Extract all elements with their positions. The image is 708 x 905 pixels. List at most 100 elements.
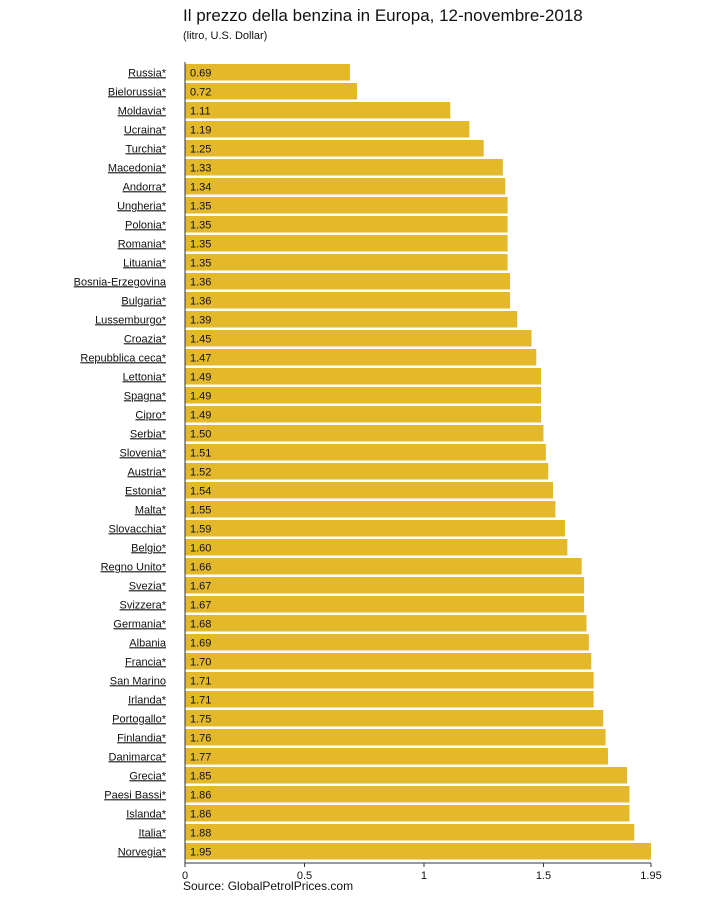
category-label-26: Regno Unito* xyxy=(101,561,167,573)
x-tick-label-3: 1.5 xyxy=(536,870,551,882)
category-label-0: Russia* xyxy=(128,67,167,79)
value-label-24: 1.59 xyxy=(190,523,211,535)
category-label-4: Turchia* xyxy=(125,143,166,155)
category-label-1: Bielorussia* xyxy=(108,86,167,98)
category-label-25: Belgio* xyxy=(131,542,167,554)
x-tick-label-0: 0 xyxy=(182,870,188,882)
bar-13 xyxy=(185,311,518,328)
bar-21 xyxy=(185,463,549,480)
bar-6 xyxy=(185,178,506,195)
value-label-16: 1.49 xyxy=(190,371,211,383)
category-label-29: Germania* xyxy=(113,618,166,630)
bar-36 xyxy=(185,748,608,765)
category-label-35: Finlandia* xyxy=(117,732,167,744)
bar-19 xyxy=(185,425,544,442)
value-label-0: 0.69 xyxy=(190,67,211,79)
value-label-17: 1.49 xyxy=(190,390,211,402)
labels-layer: 0.69 Russia* 0.72 Bielorussia* 1.11 Moldavia*… xyxy=(74,67,212,858)
value-label-22: 1.54 xyxy=(190,485,211,497)
value-label-25: 1.60 xyxy=(190,542,211,554)
bar-23 xyxy=(185,501,556,518)
value-label-27: 1.67 xyxy=(190,580,211,592)
category-label-32: San Marino xyxy=(110,675,166,687)
bar-26 xyxy=(185,558,582,575)
category-label-7: Ungheria* xyxy=(117,200,167,212)
bar-29 xyxy=(185,615,587,632)
category-label-31: Francia* xyxy=(125,656,167,668)
value-label-4: 1.25 xyxy=(190,143,211,155)
value-label-12: 1.36 xyxy=(190,295,211,307)
bar-41 xyxy=(185,843,651,860)
bar-28 xyxy=(185,596,585,613)
value-label-35: 1.76 xyxy=(190,732,211,744)
value-label-1: 0.72 xyxy=(190,86,211,98)
value-label-14: 1.45 xyxy=(190,333,211,345)
category-label-13: Lussemburgo* xyxy=(95,314,167,326)
bar-15 xyxy=(185,349,537,366)
value-label-18: 1.49 xyxy=(190,409,211,421)
category-label-16: Lettonia* xyxy=(123,371,167,383)
x-axis: 0 0.5 1 1.5 1.95 xyxy=(182,62,662,882)
bar-10 xyxy=(185,254,508,271)
bar-30 xyxy=(185,634,589,651)
category-label-19: Serbia* xyxy=(130,428,167,440)
category-label-36: Danimarca* xyxy=(109,751,167,763)
value-label-9: 1.35 xyxy=(190,238,211,250)
category-label-37: Grecia* xyxy=(129,770,166,782)
category-label-5: Macedonia* xyxy=(108,162,167,174)
bar-18 xyxy=(185,406,542,423)
value-label-39: 1.86 xyxy=(190,808,211,820)
category-label-34: Portogallo* xyxy=(112,713,167,725)
bar-16 xyxy=(185,368,542,385)
bar-31 xyxy=(185,653,592,670)
bar-39 xyxy=(185,805,630,822)
chart-source: Source: GlobalPetrolPrices.com xyxy=(183,879,354,893)
category-label-10: Lituania* xyxy=(123,257,167,269)
bar-1 xyxy=(185,83,358,100)
bar-3 xyxy=(185,121,470,138)
value-label-21: 1.52 xyxy=(190,466,211,478)
category-label-11: Bosnia-Erzegovina xyxy=(74,276,167,288)
value-label-8: 1.35 xyxy=(190,219,211,231)
value-label-32: 1.71 xyxy=(190,675,211,687)
chart-title: Il prezzo della benzina in Europa, 12-no… xyxy=(183,6,583,25)
bar-0 xyxy=(185,64,350,81)
category-label-3: Ucraina* xyxy=(124,124,167,136)
category-label-41: Norvegia* xyxy=(118,846,167,858)
value-label-38: 1.86 xyxy=(190,789,211,801)
value-label-23: 1.55 xyxy=(190,504,211,516)
value-label-5: 1.33 xyxy=(190,162,211,174)
value-label-11: 1.36 xyxy=(190,276,211,288)
category-label-40: Italia* xyxy=(138,827,166,839)
category-label-21: Austria* xyxy=(127,466,166,478)
bar-17 xyxy=(185,387,542,404)
category-label-18: Cipro* xyxy=(135,409,166,421)
category-label-14: Croazia* xyxy=(124,333,167,345)
x-tick-label-4: 1.95 xyxy=(640,870,661,882)
bars-layer xyxy=(185,64,651,860)
category-label-8: Polonia* xyxy=(125,219,167,231)
value-label-13: 1.39 xyxy=(190,314,211,326)
bar-4 xyxy=(185,140,484,157)
value-label-41: 1.95 xyxy=(190,846,211,858)
value-label-40: 1.88 xyxy=(190,827,211,839)
bar-8 xyxy=(185,216,508,233)
category-label-38: Paesi Bassi* xyxy=(104,789,166,801)
category-label-24: Slovacchia* xyxy=(109,523,167,535)
bar-25 xyxy=(185,539,568,556)
bar-9 xyxy=(185,235,508,252)
value-label-29: 1.68 xyxy=(190,618,211,630)
bar-38 xyxy=(185,786,630,803)
bar-5 xyxy=(185,159,503,176)
value-label-6: 1.34 xyxy=(190,181,211,193)
bar-20 xyxy=(185,444,546,461)
bar-40 xyxy=(185,824,635,841)
bar-37 xyxy=(185,767,628,784)
category-label-39: Islanda* xyxy=(126,808,166,820)
bar-22 xyxy=(185,482,554,499)
category-label-28: Svizzera* xyxy=(120,599,167,611)
value-label-19: 1.50 xyxy=(190,428,211,440)
bar-35 xyxy=(185,729,606,746)
category-label-2: Moldavia* xyxy=(118,105,167,117)
